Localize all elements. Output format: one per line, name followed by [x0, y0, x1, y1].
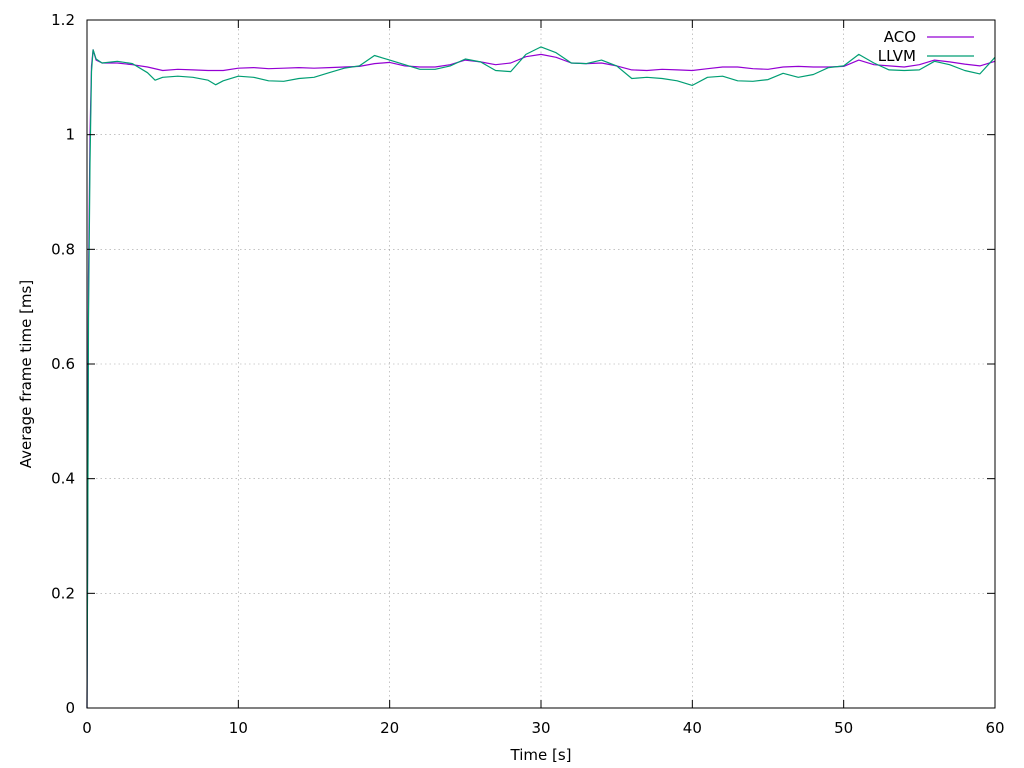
y-tick-label: 0	[65, 699, 75, 717]
series-line-aco	[86, 49, 996, 709]
x-tick-label: 0	[82, 719, 92, 737]
y-tick-label: 0.2	[51, 584, 75, 602]
x-tick-label: 30	[531, 719, 550, 737]
x-tick-label: 40	[683, 719, 702, 737]
y-tick-label: 1.2	[51, 11, 75, 29]
series-line-llvm	[86, 46, 996, 709]
x-axis-label: Time [s]	[510, 746, 572, 764]
legend-label-llvm: LLVM	[878, 47, 916, 65]
x-tick-label: 10	[229, 719, 248, 737]
legend-label-aco: ACO	[884, 28, 916, 46]
y-axis-label: Average frame time [ms]	[17, 280, 35, 468]
x-tick-label: 50	[834, 719, 853, 737]
x-tick-label: 60	[985, 719, 1004, 737]
y-tick-label: 1	[65, 126, 75, 144]
y-tick-label: 0.8	[51, 240, 75, 258]
x-tick-label: 20	[380, 719, 399, 737]
legend: ACO LLVM	[878, 28, 974, 65]
grid	[87, 20, 995, 708]
y-tick-label: 0.4	[51, 470, 75, 488]
y-tick-label: 0.6	[51, 355, 75, 373]
ticks: 0 10 20 30 40 50 60 0 0.2 0.4 0.6 0.8 1 1.2	[51, 11, 1004, 737]
series-lines	[86, 46, 996, 709]
